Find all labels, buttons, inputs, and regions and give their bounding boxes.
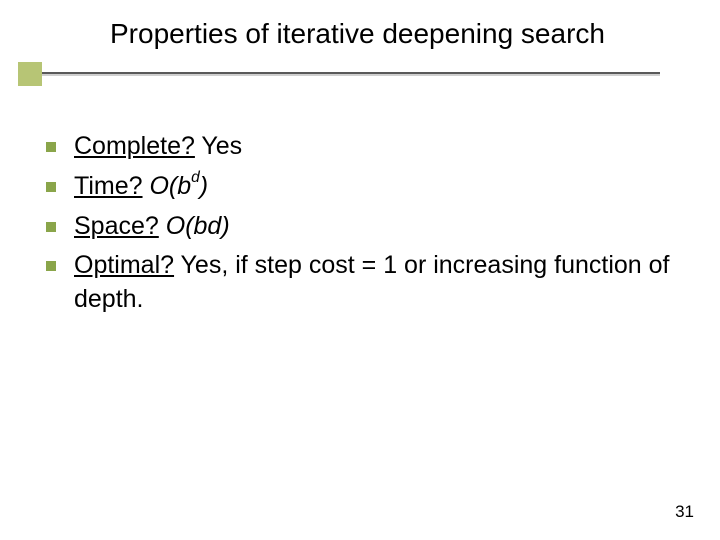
page-number: 31 [675, 502, 694, 522]
slide-title: Properties of iterative deepening search [110, 18, 700, 50]
title-bar: Properties of iterative deepening search [0, 0, 720, 96]
list-item: Time? O(bd) [40, 170, 690, 204]
bullet-label: Complete? [74, 132, 195, 160]
bullet-icon [46, 222, 56, 232]
bullet-label: Time? [74, 172, 143, 200]
bullet-list: Complete? Yes Time? O(bd) Space? O(bd) O… [40, 130, 690, 317]
bullet-label: Space? [74, 212, 159, 240]
bullet-label: Optimal? [74, 251, 174, 279]
bullet-math-suffix: ) [200, 172, 208, 200]
bullet-math-exp: d [191, 169, 200, 186]
list-item: Complete? Yes [40, 130, 690, 164]
list-item: Space? O(bd) [40, 210, 690, 244]
bullet-icon [46, 142, 56, 152]
content-area: Complete? Yes Time? O(bd) Space? O(bd) O… [40, 130, 690, 323]
bullet-math-prefix: O(b [143, 172, 192, 200]
list-item: Optimal? Yes, if step cost = 1 or increa… [40, 249, 690, 317]
title-accent-square [18, 62, 42, 86]
title-underline-light [30, 74, 660, 76]
bullet-icon [46, 182, 56, 192]
bullet-icon [46, 261, 56, 271]
bullet-text: Yes [195, 132, 242, 160]
slide: Properties of iterative deepening search… [0, 0, 720, 540]
bullet-math: O(bd) [159, 212, 230, 240]
